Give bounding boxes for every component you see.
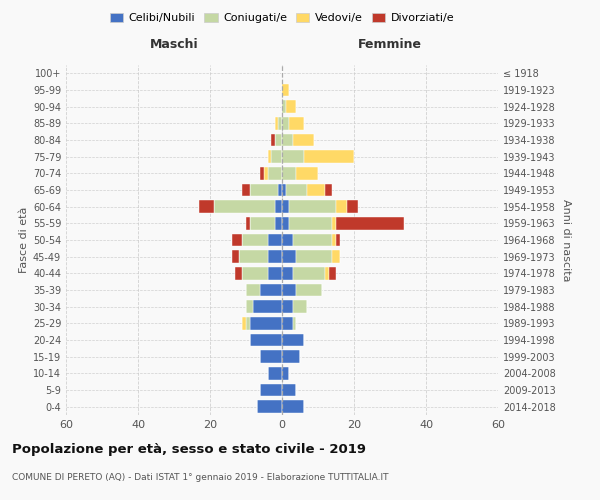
- Bar: [264, 167, 268, 179]
- Bar: [271, 150, 282, 163]
- Bar: [250, 217, 275, 230]
- Text: COMUNE DI PERETO (AQ) - Dati ISTAT 1° gennaio 2019 - Elaborazione TUTTITALIA.IT: COMUNE DI PERETO (AQ) - Dati ISTAT 1° ge…: [12, 472, 389, 482]
- Bar: [257, 400, 282, 413]
- Bar: [282, 184, 286, 196]
- Bar: [260, 284, 282, 296]
- Bar: [336, 217, 404, 230]
- Bar: [260, 384, 282, 396]
- Bar: [250, 317, 282, 330]
- Bar: [282, 167, 296, 179]
- Bar: [282, 134, 293, 146]
- Bar: [275, 117, 278, 130]
- Bar: [304, 150, 354, 163]
- Bar: [325, 184, 332, 196]
- Bar: [293, 317, 296, 330]
- Bar: [296, 250, 332, 263]
- Bar: [242, 184, 250, 196]
- Bar: [282, 317, 293, 330]
- Text: Popolazione per età, sesso e stato civile - 2019: Popolazione per età, sesso e stato civil…: [12, 442, 366, 456]
- Bar: [232, 250, 239, 263]
- Bar: [250, 334, 282, 346]
- Bar: [232, 234, 242, 246]
- Y-axis label: Anni di nascita: Anni di nascita: [561, 198, 571, 281]
- Bar: [246, 317, 250, 330]
- Bar: [278, 184, 282, 196]
- Bar: [268, 367, 282, 380]
- Bar: [268, 234, 282, 246]
- Bar: [282, 100, 286, 113]
- Text: Femmine: Femmine: [358, 38, 422, 51]
- Bar: [286, 100, 296, 113]
- Bar: [268, 267, 282, 280]
- Bar: [282, 367, 289, 380]
- Bar: [271, 134, 275, 146]
- Bar: [293, 267, 325, 280]
- Bar: [282, 350, 300, 363]
- Bar: [246, 300, 253, 313]
- Bar: [329, 267, 336, 280]
- Text: Maschi: Maschi: [149, 38, 199, 51]
- Bar: [293, 300, 307, 313]
- Bar: [282, 284, 296, 296]
- Bar: [214, 200, 275, 213]
- Bar: [250, 184, 278, 196]
- Bar: [282, 217, 289, 230]
- Bar: [242, 234, 268, 246]
- Bar: [282, 84, 289, 96]
- Bar: [260, 350, 282, 363]
- Bar: [235, 267, 242, 280]
- Bar: [268, 250, 282, 263]
- Bar: [246, 217, 250, 230]
- Bar: [275, 200, 282, 213]
- Bar: [260, 167, 264, 179]
- Bar: [282, 334, 304, 346]
- Bar: [242, 267, 268, 280]
- Bar: [239, 250, 268, 263]
- Bar: [246, 284, 260, 296]
- Bar: [282, 384, 296, 396]
- Bar: [268, 167, 282, 179]
- Bar: [286, 184, 307, 196]
- Bar: [336, 200, 347, 213]
- Bar: [289, 200, 336, 213]
- Bar: [296, 167, 318, 179]
- Bar: [336, 234, 340, 246]
- Bar: [296, 284, 322, 296]
- Bar: [282, 200, 289, 213]
- Bar: [293, 234, 332, 246]
- Bar: [282, 150, 304, 163]
- Bar: [332, 234, 336, 246]
- Bar: [282, 400, 304, 413]
- Bar: [282, 300, 293, 313]
- Bar: [289, 117, 304, 130]
- Bar: [282, 267, 293, 280]
- Bar: [293, 134, 314, 146]
- Bar: [325, 267, 329, 280]
- Y-axis label: Fasce di età: Fasce di età: [19, 207, 29, 273]
- Bar: [282, 250, 296, 263]
- Bar: [242, 317, 246, 330]
- Bar: [199, 200, 214, 213]
- Bar: [282, 117, 289, 130]
- Bar: [289, 217, 332, 230]
- Legend: Celibi/Nubili, Coniugati/e, Vedovi/e, Divorziati/e: Celibi/Nubili, Coniugati/e, Vedovi/e, Di…: [106, 8, 458, 28]
- Bar: [275, 217, 282, 230]
- Bar: [307, 184, 325, 196]
- Bar: [347, 200, 358, 213]
- Bar: [268, 150, 271, 163]
- Bar: [278, 117, 282, 130]
- Bar: [275, 134, 282, 146]
- Bar: [332, 217, 336, 230]
- Bar: [253, 300, 282, 313]
- Bar: [282, 234, 293, 246]
- Bar: [332, 250, 340, 263]
